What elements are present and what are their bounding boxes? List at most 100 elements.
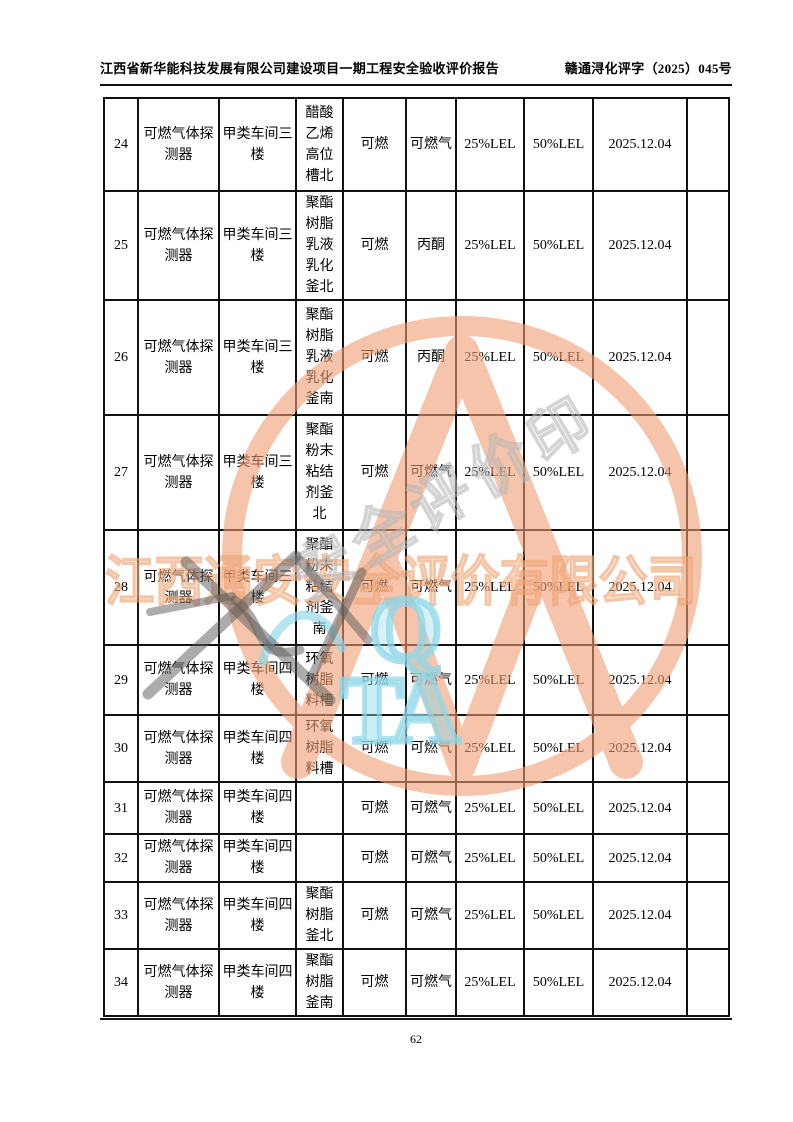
table-cell: 25%LEL bbox=[455, 781, 525, 835]
table-cell: 丙酮 bbox=[405, 190, 457, 301]
table-cell: 27 bbox=[103, 414, 139, 531]
table-cell: 32 bbox=[103, 833, 139, 883]
table-cell: 可燃气体探测器 bbox=[137, 948, 220, 1017]
table-cell: 25%LEL bbox=[455, 190, 525, 301]
table-cell: 聚酯树脂釜南 bbox=[295, 948, 344, 1017]
table-cell bbox=[686, 781, 730, 835]
table-cell: 2025.12.04 bbox=[592, 881, 688, 950]
table-cell: 25%LEL bbox=[455, 414, 525, 531]
table-cell: 50%LEL bbox=[523, 714, 594, 783]
table-row: 33 可燃气体探测器 甲类车间四楼 聚酯树脂釜北 可燃 可燃气 25%LEL 50%LEL 20… bbox=[103, 881, 730, 950]
detector-table: 24 可燃气体探测器 甲类车间三楼 醋酸乙烯高位槽北 可燃 可燃气 25%LEL 50%LEL… bbox=[103, 97, 730, 1017]
table-cell: 甲类车间四楼 bbox=[218, 948, 297, 1017]
table-cell: 甲类车间四楼 bbox=[218, 714, 297, 783]
table-cell: 可燃气 bbox=[405, 644, 457, 716]
table-cell: 28 bbox=[103, 529, 139, 646]
table-cell: 34 bbox=[103, 948, 139, 1017]
table-cell: 可燃气 bbox=[405, 948, 457, 1017]
table-cell: 醋酸乙烯高位槽北 bbox=[295, 97, 344, 192]
table-cell: 可燃 bbox=[342, 529, 407, 646]
table-cell: 可燃气 bbox=[405, 414, 457, 531]
table-cell: 可燃气体探测器 bbox=[137, 644, 220, 716]
table-cell: 50%LEL bbox=[523, 881, 594, 950]
table-cell: 甲类车间三楼 bbox=[218, 529, 297, 646]
table-cell: 环氧树脂料槽 bbox=[295, 714, 344, 783]
table-cell: 聚酯树脂乳液乳化釜北 bbox=[295, 190, 344, 301]
table-cell bbox=[686, 644, 730, 716]
table-cell: 26 bbox=[103, 299, 139, 416]
table-cell: 2025.12.04 bbox=[592, 529, 688, 646]
document-number: 赣通浔化评字（2025）045号 bbox=[564, 61, 732, 76]
table-cell: 甲类车间四楼 bbox=[218, 644, 297, 716]
table-cell: 环氧树脂料槽 bbox=[295, 644, 344, 716]
table-cell: 可燃 bbox=[342, 714, 407, 783]
table-row: 28 可燃气体探测器 甲类车间三楼 聚酯粉末粘结剂釜南 可燃 可燃气 25%LEL 50%LE… bbox=[103, 529, 730, 646]
table-cell: 25%LEL bbox=[455, 948, 525, 1017]
table-cell: 聚酯树脂釜北 bbox=[295, 881, 344, 950]
table-cell: 甲类车间三楼 bbox=[218, 97, 297, 192]
table-cell: 25%LEL bbox=[455, 529, 525, 646]
table-cell: 30 bbox=[103, 714, 139, 783]
table-cell: 25%LEL bbox=[455, 299, 525, 416]
table-cell: 甲类车间三楼 bbox=[218, 414, 297, 531]
table-cell: 可燃 bbox=[342, 644, 407, 716]
table-cell: 2025.12.04 bbox=[592, 299, 688, 416]
table-cell: 33 bbox=[103, 881, 139, 950]
table-cell: 丙酮 bbox=[405, 299, 457, 416]
table-cell: 甲类车间四楼 bbox=[218, 881, 297, 950]
table-cell: 2025.12.04 bbox=[592, 414, 688, 531]
table-cell: 甲类车间三楼 bbox=[218, 190, 297, 301]
table-cell: 25%LEL bbox=[455, 833, 525, 883]
table-cell: 可燃气体探测器 bbox=[137, 881, 220, 950]
table-row: 26 可燃气体探测器 甲类车间三楼 聚酯树脂乳液乳化釜南 可燃 丙酮 25%LEL 50%LE… bbox=[103, 299, 730, 416]
table-cell: 可燃 bbox=[342, 781, 407, 835]
table-row: 29 可燃气体探测器 甲类车间四楼 环氧树脂料槽 可燃 可燃气 25%LEL 50%LEL 20… bbox=[103, 644, 730, 716]
table-cell: 聚酯粉末粘结剂釜南 bbox=[295, 529, 344, 646]
footer-divider bbox=[100, 1018, 732, 1020]
table-row: 24 可燃气体探测器 甲类车间三楼 醋酸乙烯高位槽北 可燃 可燃气 25%LEL 50%LEL… bbox=[103, 97, 730, 192]
table-cell: 聚酯粉末粘结剂釜北 bbox=[295, 414, 344, 531]
table-cell bbox=[686, 833, 730, 883]
table-cell: 甲类车间三楼 bbox=[218, 299, 297, 416]
table-cell: 可燃气体探测器 bbox=[137, 714, 220, 783]
table-cell: 聚酯树脂乳液乳化釜南 bbox=[295, 299, 344, 416]
table-cell: 25%LEL bbox=[455, 97, 525, 192]
table-cell: 50%LEL bbox=[523, 190, 594, 301]
table-cell: 可燃 bbox=[342, 97, 407, 192]
table-cell bbox=[295, 781, 344, 835]
table-cell: 可燃 bbox=[342, 414, 407, 531]
table-row: 32 可燃气体探测器 甲类车间四楼 可燃 可燃气 25%LEL 50%LEL 2025.12.… bbox=[103, 833, 730, 883]
table-cell: 可燃 bbox=[342, 948, 407, 1017]
table-cell: 可燃气 bbox=[405, 833, 457, 883]
table-cell: 31 bbox=[103, 781, 139, 835]
table-cell: 可燃 bbox=[342, 881, 407, 950]
table-cell bbox=[686, 97, 730, 192]
table-cell bbox=[686, 714, 730, 783]
table-cell: 50%LEL bbox=[523, 781, 594, 835]
table-cell: 25%LEL bbox=[455, 881, 525, 950]
table-cell: 2025.12.04 bbox=[592, 97, 688, 192]
table-cell: 可燃 bbox=[342, 299, 407, 416]
table-cell: 50%LEL bbox=[523, 97, 594, 192]
table-cell: 可燃气体探测器 bbox=[137, 299, 220, 416]
table-cell: 甲类车间四楼 bbox=[218, 781, 297, 835]
page-header: 江西省新华能科技发展有限公司建设项目一期工程安全验收评价报告 赣通浔化评字（20… bbox=[100, 58, 732, 86]
table-cell: 50%LEL bbox=[523, 529, 594, 646]
table-cell bbox=[686, 881, 730, 950]
table-cell: 可燃气 bbox=[405, 881, 457, 950]
table-cell: 可燃气体探测器 bbox=[137, 781, 220, 835]
table-cell: 可燃 bbox=[342, 833, 407, 883]
table-cell: 2025.12.04 bbox=[592, 781, 688, 835]
table-cell bbox=[686, 299, 730, 416]
page-number: 62 bbox=[410, 1032, 422, 1046]
table-cell: 24 bbox=[103, 97, 139, 192]
table-cell: 50%LEL bbox=[523, 644, 594, 716]
table-cell: 可燃气体探测器 bbox=[137, 190, 220, 301]
table-cell: 可燃气 bbox=[405, 781, 457, 835]
table-cell: 可燃气 bbox=[405, 714, 457, 783]
table-row: 27 可燃气体探测器 甲类车间三楼 聚酯粉末粘结剂釜北 可燃 可燃气 25%LEL 50%LE… bbox=[103, 414, 730, 531]
table-cell: 2025.12.04 bbox=[592, 948, 688, 1017]
table-cell: 2025.12.04 bbox=[592, 644, 688, 716]
table-cell bbox=[295, 833, 344, 883]
table-cell: 50%LEL bbox=[523, 833, 594, 883]
